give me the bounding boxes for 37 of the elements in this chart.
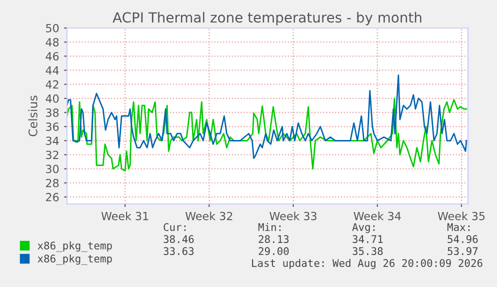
y-tick-label: 46 [46, 52, 59, 61]
y-tick-label: 38 [46, 108, 59, 117]
text: 35.38 [352, 247, 383, 256]
legend-label: x86_pkg_temp [38, 254, 112, 265]
y-axis-title: Celsius [28, 96, 38, 136]
text: 54.96 [448, 235, 478, 244]
text: 34.71 [352, 235, 383, 244]
x-tick-label: Week 33 [270, 212, 316, 220]
text: Avg: [352, 223, 375, 234]
text: Min: [258, 222, 281, 231]
text: 33.63 [164, 247, 194, 256]
chart-title: ACPI Thermal zone temperatures - by month [112, 12, 422, 26]
y-tick-label: 44 [46, 66, 59, 74]
text: 28.13 [258, 235, 289, 244]
text: Cur: [164, 223, 186, 232]
text: 38.46 [164, 235, 194, 244]
y-tick-label: 48 [46, 38, 59, 46]
text: 53.97 [448, 247, 478, 256]
y-tick-label: 36 [46, 122, 59, 131]
y-tick-label: 26 [46, 192, 59, 202]
y-tick-label: 40 [46, 94, 59, 103]
text: Last update: Wed Aug 26 20:00:09 2026 [252, 258, 482, 270]
legend-label: x86_pkg_temp [38, 241, 112, 252]
y-tick-label: 28 [46, 178, 59, 188]
x-tick-label: Week 32 [185, 212, 232, 220]
y-tick-label: 42 [46, 80, 58, 89]
y-tick-label: 30 [46, 164, 59, 174]
x-tick-label: Week 31 [101, 212, 148, 220]
x-tick-label: Week 34 [354, 212, 401, 220]
y-tick-label: 50 [46, 24, 59, 32]
x-tick-label: Week 35 [438, 212, 485, 220]
line-series [67, 74, 468, 159]
text: Max: [447, 223, 470, 232]
y-tick-label: 32 [46, 150, 58, 160]
line-series [67, 98, 468, 172]
y-tick-label: 34 [46, 136, 59, 146]
text: 29.00 [258, 247, 289, 256]
